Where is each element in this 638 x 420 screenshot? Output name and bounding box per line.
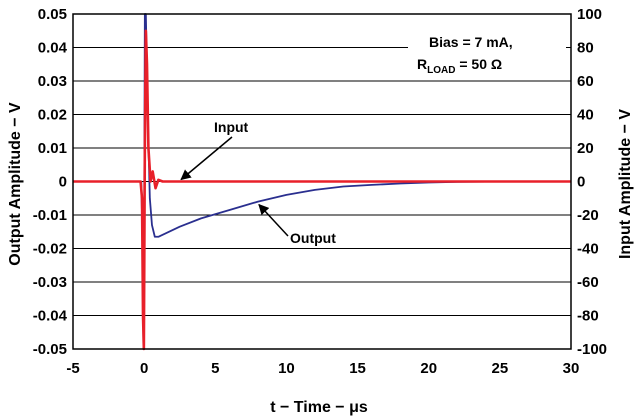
x-tick-labels: -5 0 5 10 15 20 25 30 xyxy=(66,360,579,377)
annotation-box: Bias = 7 mA, RLOAD = 50 Ω xyxy=(408,32,566,78)
y-left-tick-label: -0.02 xyxy=(33,241,67,258)
x-tick-label: 0 xyxy=(140,360,148,377)
y-left-tick-label: 0.02 xyxy=(38,107,67,124)
annotation-rest: = 50 Ω xyxy=(455,56,502,72)
y-right-tick-label: -20 xyxy=(577,207,599,224)
annotation-line-2: RLOAD = 50 Ω xyxy=(417,56,502,76)
y-right-tick-label: -100 xyxy=(577,341,607,358)
x-tick-label: 25 xyxy=(492,360,509,377)
input-label: Input xyxy=(214,119,249,135)
y-left-tick-label: 0.05 xyxy=(38,6,67,23)
x-axis-title: t − Time − μs xyxy=(270,399,368,416)
output-arrow xyxy=(258,203,289,237)
y-right-tick-label: -40 xyxy=(577,241,599,258)
y-right-tick-label: 40 xyxy=(577,107,594,124)
annotation-load-subscript: LOAD xyxy=(427,65,455,76)
plot-frame xyxy=(72,13,572,350)
input-annotation: Input xyxy=(180,119,249,181)
y-left-tick-label: -0.01 xyxy=(33,207,67,224)
y-right-tick-label: 20 xyxy=(577,140,594,157)
x-tick-label: 20 xyxy=(420,360,437,377)
input-arrow xyxy=(180,136,233,181)
y-right-axis-title: Input Amplitude − V xyxy=(617,109,634,259)
x-tick-label: 5 xyxy=(211,360,219,377)
y-right-tick-label: 100 xyxy=(577,6,602,23)
x-tick-label: 30 xyxy=(563,360,580,377)
y-left-axis-title: Output Amplitude − V xyxy=(7,102,24,266)
output-label: Output xyxy=(290,230,336,246)
y-left-tick-labels: 0.05 0.04 0.03 0.02 0.01 0 -0.01 -0.02 -0.03 -0.0… xyxy=(33,6,68,358)
series-layer xyxy=(73,13,571,351)
y-right-tick-label: -60 xyxy=(577,274,599,291)
y-left-tick-label: -0.05 xyxy=(33,341,67,358)
x-tick-label: -5 xyxy=(66,360,79,377)
y-right-tick-labels: 100 80 60 40 20 0 -20 -40 -60 -80 -100 xyxy=(577,6,607,358)
y-left-tick-label: -0.04 xyxy=(33,308,68,325)
y-right-tick-label: 0 xyxy=(577,174,585,191)
x-tick-label: 15 xyxy=(349,360,366,377)
annotation-background xyxy=(408,32,566,78)
y-left-tick-label: 0 xyxy=(59,174,67,191)
output-annotation: Output xyxy=(258,203,336,246)
x-tick-label: 10 xyxy=(278,360,295,377)
y-left-tick-label: 0.04 xyxy=(38,40,68,57)
y-left-tick-label: 0.03 xyxy=(38,73,67,90)
y-right-tick-label: 60 xyxy=(577,73,594,90)
y-left-tick-label: 0.01 xyxy=(38,140,67,157)
series-line-input xyxy=(73,29,571,351)
annotation-r: R xyxy=(417,56,427,72)
y-right-tick-label: -80 xyxy=(577,308,599,325)
y-left-tick-label: -0.03 xyxy=(33,274,67,291)
y-right-tick-label: 80 xyxy=(577,40,594,57)
annotation-line-1: Bias = 7 mA, xyxy=(429,34,513,50)
